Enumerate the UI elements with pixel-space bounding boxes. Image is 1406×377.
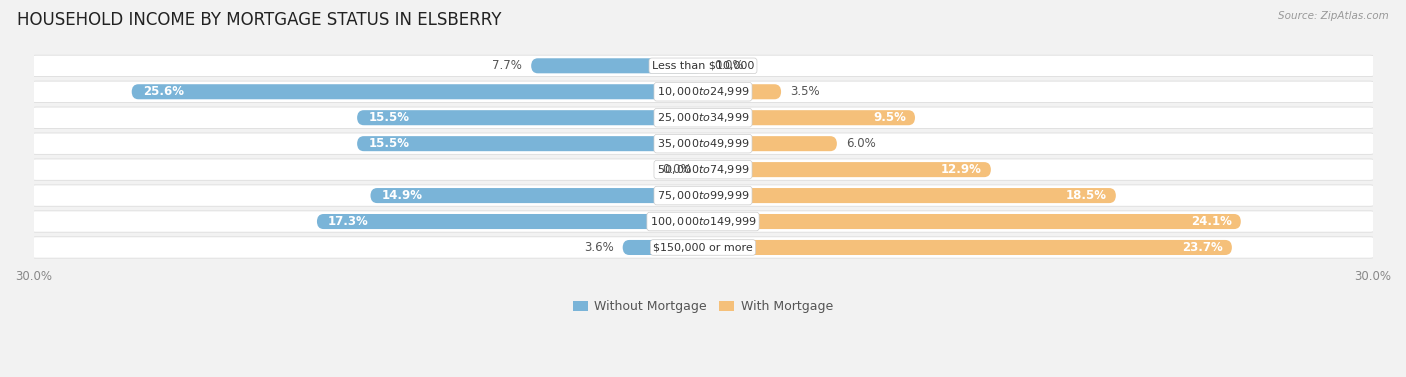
Text: $35,000 to $49,999: $35,000 to $49,999 <box>657 137 749 150</box>
Text: $50,000 to $74,999: $50,000 to $74,999 <box>657 163 749 176</box>
Text: $100,000 to $149,999: $100,000 to $149,999 <box>650 215 756 228</box>
Text: 18.5%: 18.5% <box>1066 189 1107 202</box>
FancyBboxPatch shape <box>27 81 1379 103</box>
Text: $10,000 to $24,999: $10,000 to $24,999 <box>657 85 749 98</box>
Text: 0.0%: 0.0% <box>662 163 692 176</box>
FancyBboxPatch shape <box>27 211 1379 232</box>
FancyBboxPatch shape <box>371 188 703 203</box>
FancyBboxPatch shape <box>27 159 1379 180</box>
FancyBboxPatch shape <box>703 136 837 151</box>
Text: $75,000 to $99,999: $75,000 to $99,999 <box>657 189 749 202</box>
Text: 3.6%: 3.6% <box>583 241 614 254</box>
FancyBboxPatch shape <box>27 107 1379 128</box>
FancyBboxPatch shape <box>27 185 1379 206</box>
FancyBboxPatch shape <box>357 110 703 125</box>
Text: 0.0%: 0.0% <box>714 59 744 72</box>
FancyBboxPatch shape <box>27 133 1379 154</box>
Text: Less than $10,000: Less than $10,000 <box>652 61 754 71</box>
FancyBboxPatch shape <box>27 237 1379 258</box>
Text: 24.1%: 24.1% <box>1191 215 1232 228</box>
Text: 14.9%: 14.9% <box>381 189 423 202</box>
Text: 6.0%: 6.0% <box>846 137 876 150</box>
Text: 12.9%: 12.9% <box>941 163 981 176</box>
Text: 7.7%: 7.7% <box>492 59 522 72</box>
Legend: Without Mortgage, With Mortgage: Without Mortgage, With Mortgage <box>568 296 838 319</box>
Text: 17.3%: 17.3% <box>328 215 368 228</box>
Text: 9.5%: 9.5% <box>873 111 905 124</box>
FancyBboxPatch shape <box>27 55 1379 77</box>
FancyBboxPatch shape <box>316 214 703 229</box>
FancyBboxPatch shape <box>703 162 991 177</box>
Text: 15.5%: 15.5% <box>368 137 409 150</box>
FancyBboxPatch shape <box>531 58 703 74</box>
Text: 23.7%: 23.7% <box>1182 241 1223 254</box>
Text: 3.5%: 3.5% <box>790 85 820 98</box>
FancyBboxPatch shape <box>703 214 1241 229</box>
FancyBboxPatch shape <box>703 188 1116 203</box>
FancyBboxPatch shape <box>357 136 703 151</box>
FancyBboxPatch shape <box>132 84 703 99</box>
Text: 15.5%: 15.5% <box>368 111 409 124</box>
Text: HOUSEHOLD INCOME BY MORTGAGE STATUS IN ELSBERRY: HOUSEHOLD INCOME BY MORTGAGE STATUS IN E… <box>17 11 502 29</box>
Text: $150,000 or more: $150,000 or more <box>654 242 752 253</box>
FancyBboxPatch shape <box>703 110 915 125</box>
FancyBboxPatch shape <box>623 240 703 255</box>
FancyBboxPatch shape <box>703 84 782 99</box>
Text: $25,000 to $34,999: $25,000 to $34,999 <box>657 111 749 124</box>
Text: 25.6%: 25.6% <box>143 85 184 98</box>
Text: Source: ZipAtlas.com: Source: ZipAtlas.com <box>1278 11 1389 21</box>
FancyBboxPatch shape <box>703 240 1232 255</box>
